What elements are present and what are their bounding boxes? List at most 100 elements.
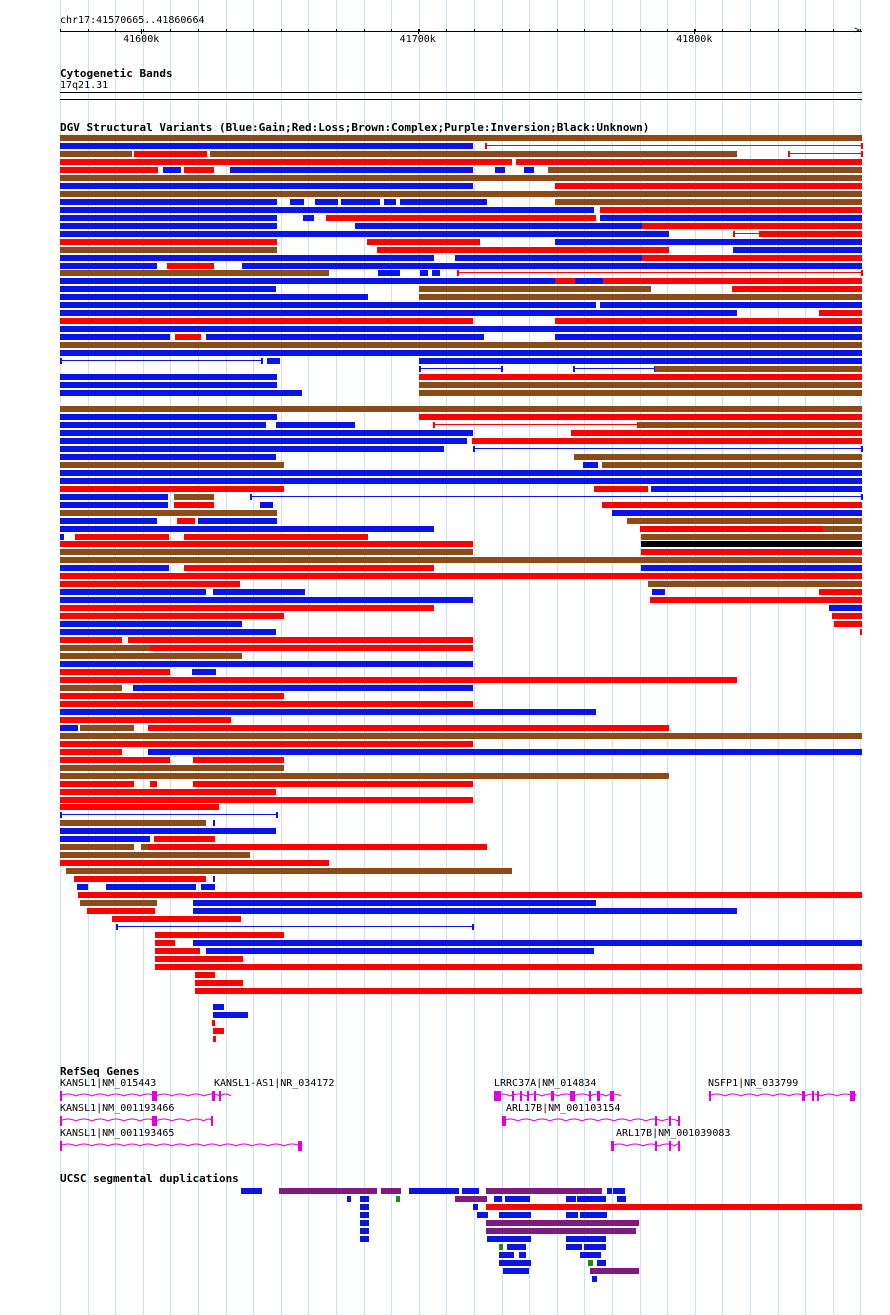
dgv-variant[interactable] [60, 708, 596, 715]
cytoband-track-title[interactable]: Cytogenetic Bands [60, 67, 173, 80]
segdup-feature[interactable] [241, 1188, 262, 1194]
dgv-variant[interactable] [384, 198, 396, 205]
dgv-variant[interactable] [60, 278, 862, 285]
dgv-variant[interactable] [193, 756, 284, 763]
segdup-feature[interactable] [617, 1196, 626, 1202]
dgv-variant[interactable] [60, 342, 862, 349]
dgv-variant[interactable] [555, 182, 862, 189]
dgv-variant[interactable] [602, 501, 862, 508]
dgv-variant[interactable] [640, 525, 823, 532]
dgv-variant[interactable] [60, 390, 302, 397]
dgv-variant[interactable] [60, 581, 240, 588]
dgv-variant[interactable] [457, 272, 862, 274]
dgv-variant[interactable] [60, 461, 284, 468]
dgv-variant[interactable] [60, 246, 277, 253]
dgv-variant[interactable] [419, 286, 651, 293]
dgv-variant[interactable] [832, 613, 862, 620]
gene-label[interactable]: KANSL1|NM_001193465 [60, 1128, 175, 1139]
gene-label[interactable]: ARL17B|NM_001039083 [616, 1128, 731, 1139]
segdup-feature[interactable] [473, 1204, 478, 1210]
gene-exon[interactable] [655, 1141, 657, 1151]
dgv-variant[interactable] [60, 629, 276, 636]
gene-exon[interactable] [678, 1141, 680, 1151]
gene-label[interactable]: ARL17B|NM_001103154 [506, 1103, 621, 1114]
dgv-variant[interactable] [60, 493, 168, 500]
gene-exon[interactable] [512, 1091, 514, 1101]
dgv-variant[interactable] [174, 501, 214, 508]
dgv-variant[interactable] [60, 637, 122, 644]
dgv-variant[interactable] [193, 908, 737, 915]
dgv-variant[interactable] [355, 222, 642, 229]
segdup-feature[interactable] [499, 1260, 531, 1266]
dgv-variant[interactable] [652, 589, 665, 596]
dgv-variant[interactable] [650, 597, 862, 604]
segdup-feature[interactable] [580, 1252, 601, 1258]
dgv-variant[interactable] [60, 158, 512, 165]
dgv-variant[interactable] [60, 549, 473, 556]
dgv-variant[interactable] [60, 724, 78, 731]
dgv-variant[interactable] [733, 232, 760, 234]
segdup-feature[interactable] [360, 1204, 369, 1210]
dgv-variant[interactable] [60, 318, 473, 325]
dgv-variant[interactable] [555, 198, 862, 205]
dgv-variant[interactable] [555, 238, 862, 245]
dgv-variant[interactable] [60, 405, 862, 412]
segdup-feature[interactable] [590, 1268, 639, 1274]
dgv-variant[interactable] [416, 246, 669, 253]
dgv-variant[interactable] [193, 939, 862, 946]
dgv-variant[interactable] [60, 182, 473, 189]
dgv-variant[interactable] [195, 979, 243, 986]
dgv-variant[interactable] [60, 804, 219, 811]
dgv-variant[interactable] [60, 453, 276, 460]
dgv-variant[interactable] [829, 605, 862, 612]
segdup-feature[interactable] [360, 1220, 369, 1226]
dgv-variant[interactable] [419, 382, 862, 389]
gene-exon[interactable] [219, 1091, 221, 1101]
dgv-variant[interactable] [60, 557, 862, 564]
dgv-variant[interactable] [627, 517, 862, 524]
dgv-variant[interactable] [642, 254, 862, 261]
dgv-variant[interactable] [60, 135, 862, 141]
gene-exon[interactable] [597, 1091, 600, 1101]
dgv-variant[interactable] [60, 692, 284, 699]
dgv-variant[interactable] [184, 533, 368, 540]
dgv-variant[interactable] [655, 366, 862, 373]
gene-exon[interactable] [655, 1116, 657, 1126]
dgv-variant[interactable] [455, 254, 642, 261]
dgv-variant[interactable] [213, 1035, 216, 1042]
dgv-variant[interactable] [60, 605, 434, 612]
dgv-variant[interactable] [419, 374, 862, 381]
dgv-variant[interactable] [133, 684, 473, 691]
segdup-feature[interactable] [477, 1212, 488, 1218]
dgv-variant[interactable] [583, 278, 600, 285]
gene-exon[interactable] [669, 1141, 671, 1151]
dgv-variant[interactable] [60, 270, 329, 277]
dgv-variant[interactable] [175, 334, 201, 341]
dgv-variant[interactable] [819, 589, 862, 596]
dgv-variant[interactable] [155, 947, 200, 954]
gene-exon[interactable] [520, 1091, 522, 1101]
dgv-variant[interactable] [60, 676, 737, 683]
dgv-variant[interactable] [60, 374, 277, 381]
dgv-variant[interactable] [60, 852, 250, 859]
dgv-variant[interactable] [195, 987, 862, 994]
dgv-variant[interactable] [788, 152, 862, 154]
dgv-variant[interactable] [80, 900, 157, 907]
dgv-variant[interactable] [60, 350, 862, 357]
dgv-variant[interactable] [184, 166, 214, 173]
segdup-feature[interactable] [607, 1188, 612, 1194]
segdup-feature[interactable] [519, 1252, 526, 1258]
dgv-variant[interactable] [60, 150, 132, 157]
dgv-variant[interactable] [250, 495, 862, 497]
gene-exon[interactable] [551, 1091, 554, 1101]
dgv-variant[interactable] [201, 884, 215, 891]
dgv-variant[interactable] [60, 501, 168, 508]
dgv-variant[interactable] [60, 517, 157, 524]
dgv-variant[interactable] [174, 493, 214, 500]
dgv-variant[interactable] [571, 429, 862, 436]
dgv-variant[interactable] [60, 254, 434, 261]
dgv-variant[interactable] [60, 437, 467, 444]
dgv-variant[interactable] [155, 932, 284, 938]
dgv-variant[interactable] [60, 214, 277, 221]
dgv-variant[interactable] [148, 844, 487, 851]
